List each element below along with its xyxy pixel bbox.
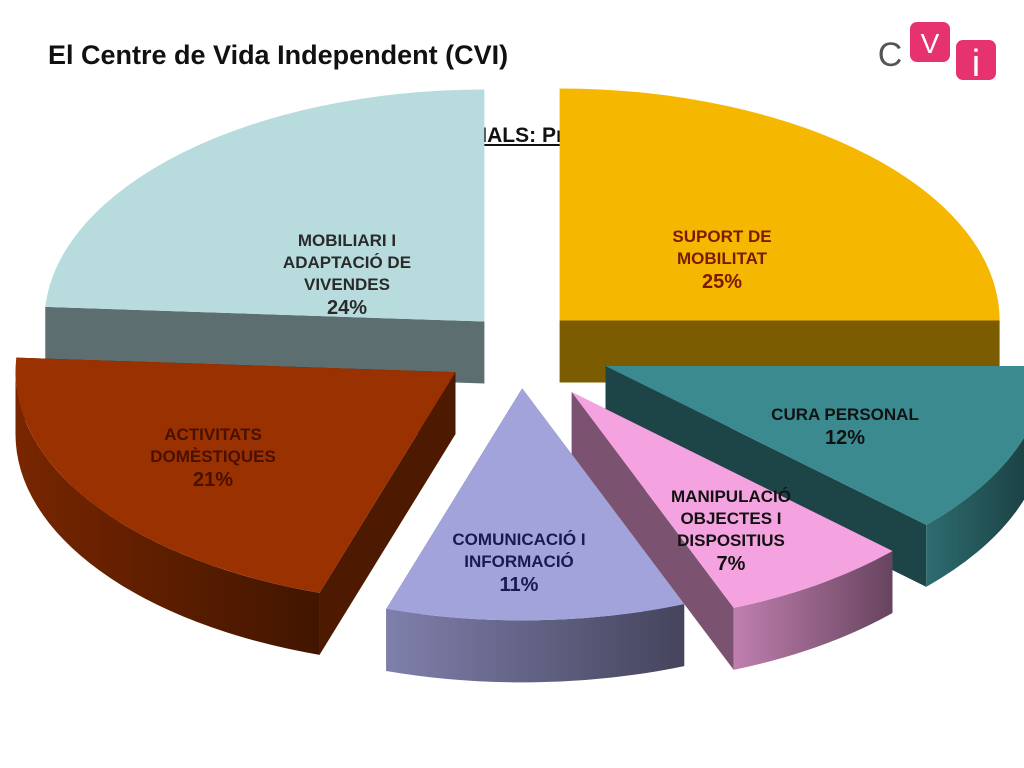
slice-label-line: INFORMACIÓ (464, 552, 574, 571)
slice-percent: 7% (717, 553, 746, 575)
pie-slice-3 (386, 388, 685, 683)
slice-top (15, 357, 456, 593)
slice-percent: 12% (825, 427, 865, 449)
slice-top (386, 388, 685, 621)
slice-outer-wall (15, 372, 320, 655)
slice-label-line: VIVENDES (304, 275, 390, 294)
slice-outer-wall (733, 550, 893, 670)
slice-label-line: ADAPTACIÓ DE (283, 253, 411, 272)
slice-top (605, 365, 1024, 525)
slice-label-line: MANIPULACIÓ (671, 487, 791, 506)
slice-label-line: DISPOSITIUS (677, 531, 785, 550)
slice-outer-wall (386, 604, 685, 683)
slice-side-end (571, 392, 734, 670)
pie-slice-5 (45, 89, 485, 384)
slice-label-0: SUPORT DE MOBILITAT 25% (672, 227, 771, 293)
slice-label-line: ACTIVITATS (164, 425, 262, 444)
pie-slice-2 (571, 392, 893, 670)
slice-percent: 11% (500, 574, 539, 596)
slice-label-line: OBJECTES I (680, 509, 781, 528)
slice-label-line: MOBILITAT (677, 249, 768, 268)
slice-top (571, 392, 893, 608)
slice-label-5: MOBILIARI I ADAPTACIÓ DE VIVENDES 24% (283, 231, 411, 319)
pie-slice-4 (15, 357, 456, 655)
slice-side-start (319, 372, 456, 655)
slice-percent: 21% (193, 469, 233, 491)
slice-label-line: COMUNICACIÓ I (452, 530, 585, 549)
slice-top (559, 88, 1000, 321)
page-title: El Centre de Vida Independent (CVI) (48, 40, 509, 70)
slice-label-1: CURA PERSONAL 12% (771, 405, 919, 449)
slice-label-2: MANIPULACIÓ OBJECTES I DISPOSITIUS 7% (671, 487, 791, 575)
logo-letter-i: i (972, 43, 980, 82)
slice-label-4: ACTIVITATS DOMÈSTIQUES 21% (150, 425, 276, 491)
logo-box-v (910, 22, 950, 62)
cvi-logo: C V i (878, 22, 996, 82)
slice-label-line: MOBILIARI I (298, 231, 396, 250)
slice-percent: 25% (702, 271, 742, 293)
slice-outer-wall (926, 437, 1024, 587)
slice-label-line: DOMÈSTIQUES (150, 447, 276, 466)
logo-box-i (956, 40, 996, 80)
logo-letter-c: C (878, 36, 903, 74)
slice-label-line: SUPORT DE (672, 227, 771, 246)
slice-percent: 24% (327, 297, 367, 319)
slice-label-line: CURA PERSONAL (771, 405, 919, 424)
pie-slice-0 (559, 88, 1000, 383)
logo-letter-v: V (921, 28, 940, 59)
slice-label-3: COMUNICACIÓ I INFORMACIÓ 11% (452, 530, 585, 596)
slice-top (45, 89, 485, 322)
